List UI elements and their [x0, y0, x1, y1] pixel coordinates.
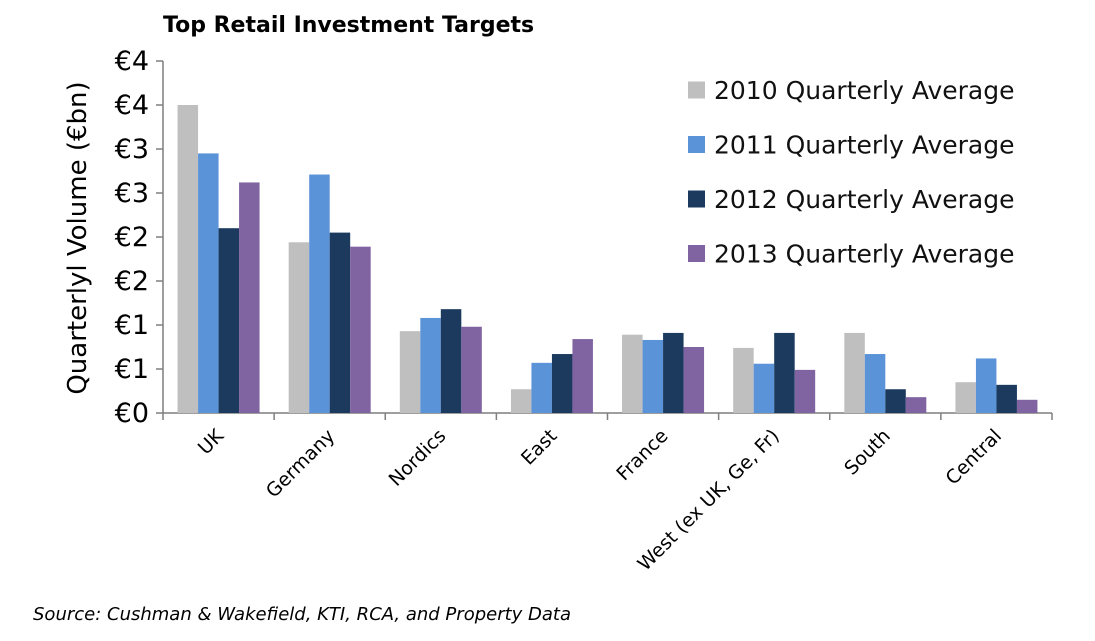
bar: [975, 358, 997, 413]
bar: [905, 397, 927, 413]
bar: [461, 326, 482, 413]
x-tick-label: UK: [194, 425, 229, 460]
bar: [329, 232, 351, 413]
legend-swatch: [688, 136, 705, 153]
bar: [440, 309, 462, 413]
legend-swatch: [688, 245, 705, 262]
bar: [551, 354, 573, 413]
x-tick-label: South: [840, 425, 895, 480]
x-tick-label: France: [612, 425, 672, 485]
bar: [350, 246, 371, 413]
y-axis-label: Quarterlyl Volume (€bn): [63, 81, 93, 394]
y-tick-label: €2: [115, 222, 149, 253]
bar: [198, 153, 219, 413]
bar: [239, 182, 260, 413]
y-tick-label: €3: [115, 178, 149, 209]
legend-swatch: [688, 190, 705, 208]
bar: [288, 242, 310, 413]
legend: 2010 Quarterly Average 2011 Quarterly Ave…: [688, 76, 1015, 269]
y-tick-label: €4: [115, 90, 149, 121]
bar: [309, 174, 330, 413]
bar: [177, 105, 199, 413]
legend-swatch: [688, 81, 705, 99]
chart-title: Top Retail Investment Targets: [163, 13, 534, 38]
bar: [844, 332, 865, 413]
bar: [642, 339, 664, 413]
y-tick-label: €2: [115, 266, 149, 297]
bar: [753, 363, 775, 413]
y-tick-label: €3: [115, 134, 149, 165]
bar: [864, 354, 886, 413]
x-tick-label: Nordics: [385, 425, 451, 491]
legend-label: 2011 Quarterly Average: [714, 131, 1015, 160]
bar: [733, 347, 754, 413]
bar: [572, 339, 593, 413]
bar: [510, 389, 532, 413]
bar: [218, 228, 240, 413]
bar: [399, 331, 421, 413]
legend-label: 2012 Quarterly Average: [714, 185, 1015, 214]
y-tick-label: €0: [115, 398, 149, 429]
bar: [774, 332, 795, 413]
bar: [420, 317, 441, 413]
bar: [663, 332, 684, 413]
x-tick-label: East: [517, 425, 562, 470]
bar: [531, 362, 552, 413]
bar: [885, 389, 906, 413]
x-tick-label: Germany: [262, 425, 339, 502]
legend-label: 2010 Quarterly Average: [714, 76, 1015, 105]
x-tick-label: Central: [941, 425, 1005, 489]
source-note: Source: Cushman & Wakefield, KTI, RCA, a…: [33, 604, 572, 625]
y-tick-label: €1: [115, 354, 149, 385]
bar: [683, 347, 705, 413]
y-tick-label: €4: [115, 46, 149, 77]
bar: [1016, 399, 1038, 413]
plot-area: €0 €1 €1 €2 €2 €3 €3 €4 €4 UK Germany Nordics East Fr…: [115, 46, 1053, 575]
bar: [622, 334, 643, 413]
bar: [794, 369, 816, 413]
bar: [955, 382, 976, 413]
y-tick-label: €1: [115, 310, 149, 341]
bar: [996, 384, 1017, 413]
legend-label: 2013 Quarterly Average: [714, 240, 1015, 269]
